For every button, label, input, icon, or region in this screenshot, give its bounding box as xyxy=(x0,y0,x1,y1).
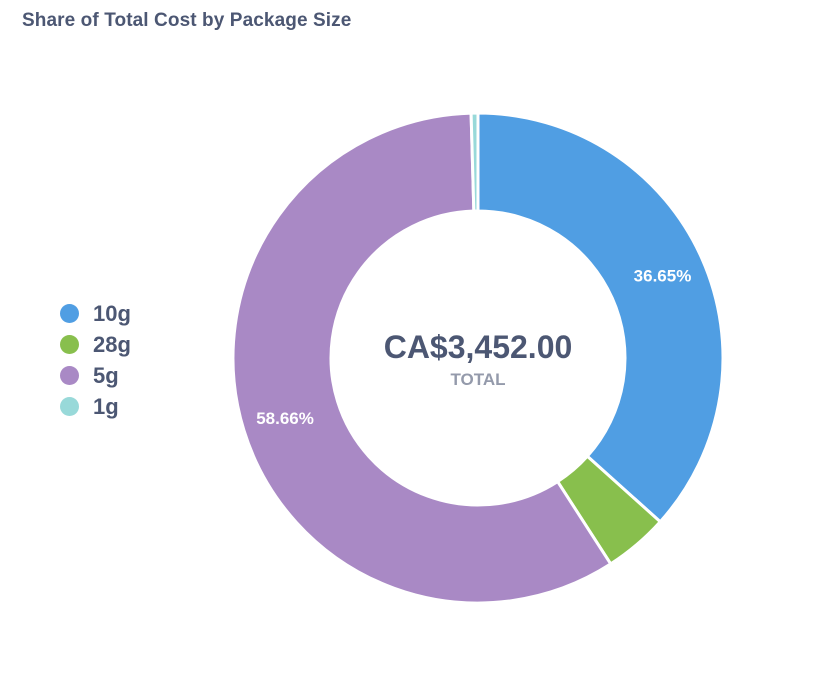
slice-10g[interactable] xyxy=(476,111,725,524)
legend-label-10g: 10g xyxy=(93,300,131,326)
legend-item-1g[interactable]: 1g xyxy=(60,391,131,422)
legend-dot-1g xyxy=(60,397,79,416)
center-total-label: TOTAL xyxy=(450,370,505,389)
donut-slices xyxy=(231,111,725,605)
chart-title: Share of Total Cost by Package Size xyxy=(22,10,352,31)
legend-label-5g: 5g xyxy=(93,362,119,388)
slice-5g[interactable] xyxy=(231,111,613,605)
legend: 10g 28g 5g 1g xyxy=(60,298,131,422)
legend-item-28g[interactable]: 28g xyxy=(60,329,131,360)
slice-label-10g: 36.65% xyxy=(634,267,692,286)
legend-dot-28g xyxy=(60,335,79,354)
slice-labels: 36.65% 58.66% xyxy=(256,267,691,428)
legend-label-1g: 1g xyxy=(93,393,119,419)
legend-label-28g: 28g xyxy=(93,331,131,357)
slice-label-5g: 58.66% xyxy=(256,409,314,428)
legend-item-10g[interactable]: 10g xyxy=(60,298,131,329)
center-total-value: CA$3,452.00 xyxy=(384,329,573,365)
legend-dot-10g xyxy=(60,304,79,323)
legend-dot-5g xyxy=(60,366,79,385)
legend-item-5g[interactable]: 5g xyxy=(60,360,131,391)
slice-1g[interactable] xyxy=(469,111,480,213)
